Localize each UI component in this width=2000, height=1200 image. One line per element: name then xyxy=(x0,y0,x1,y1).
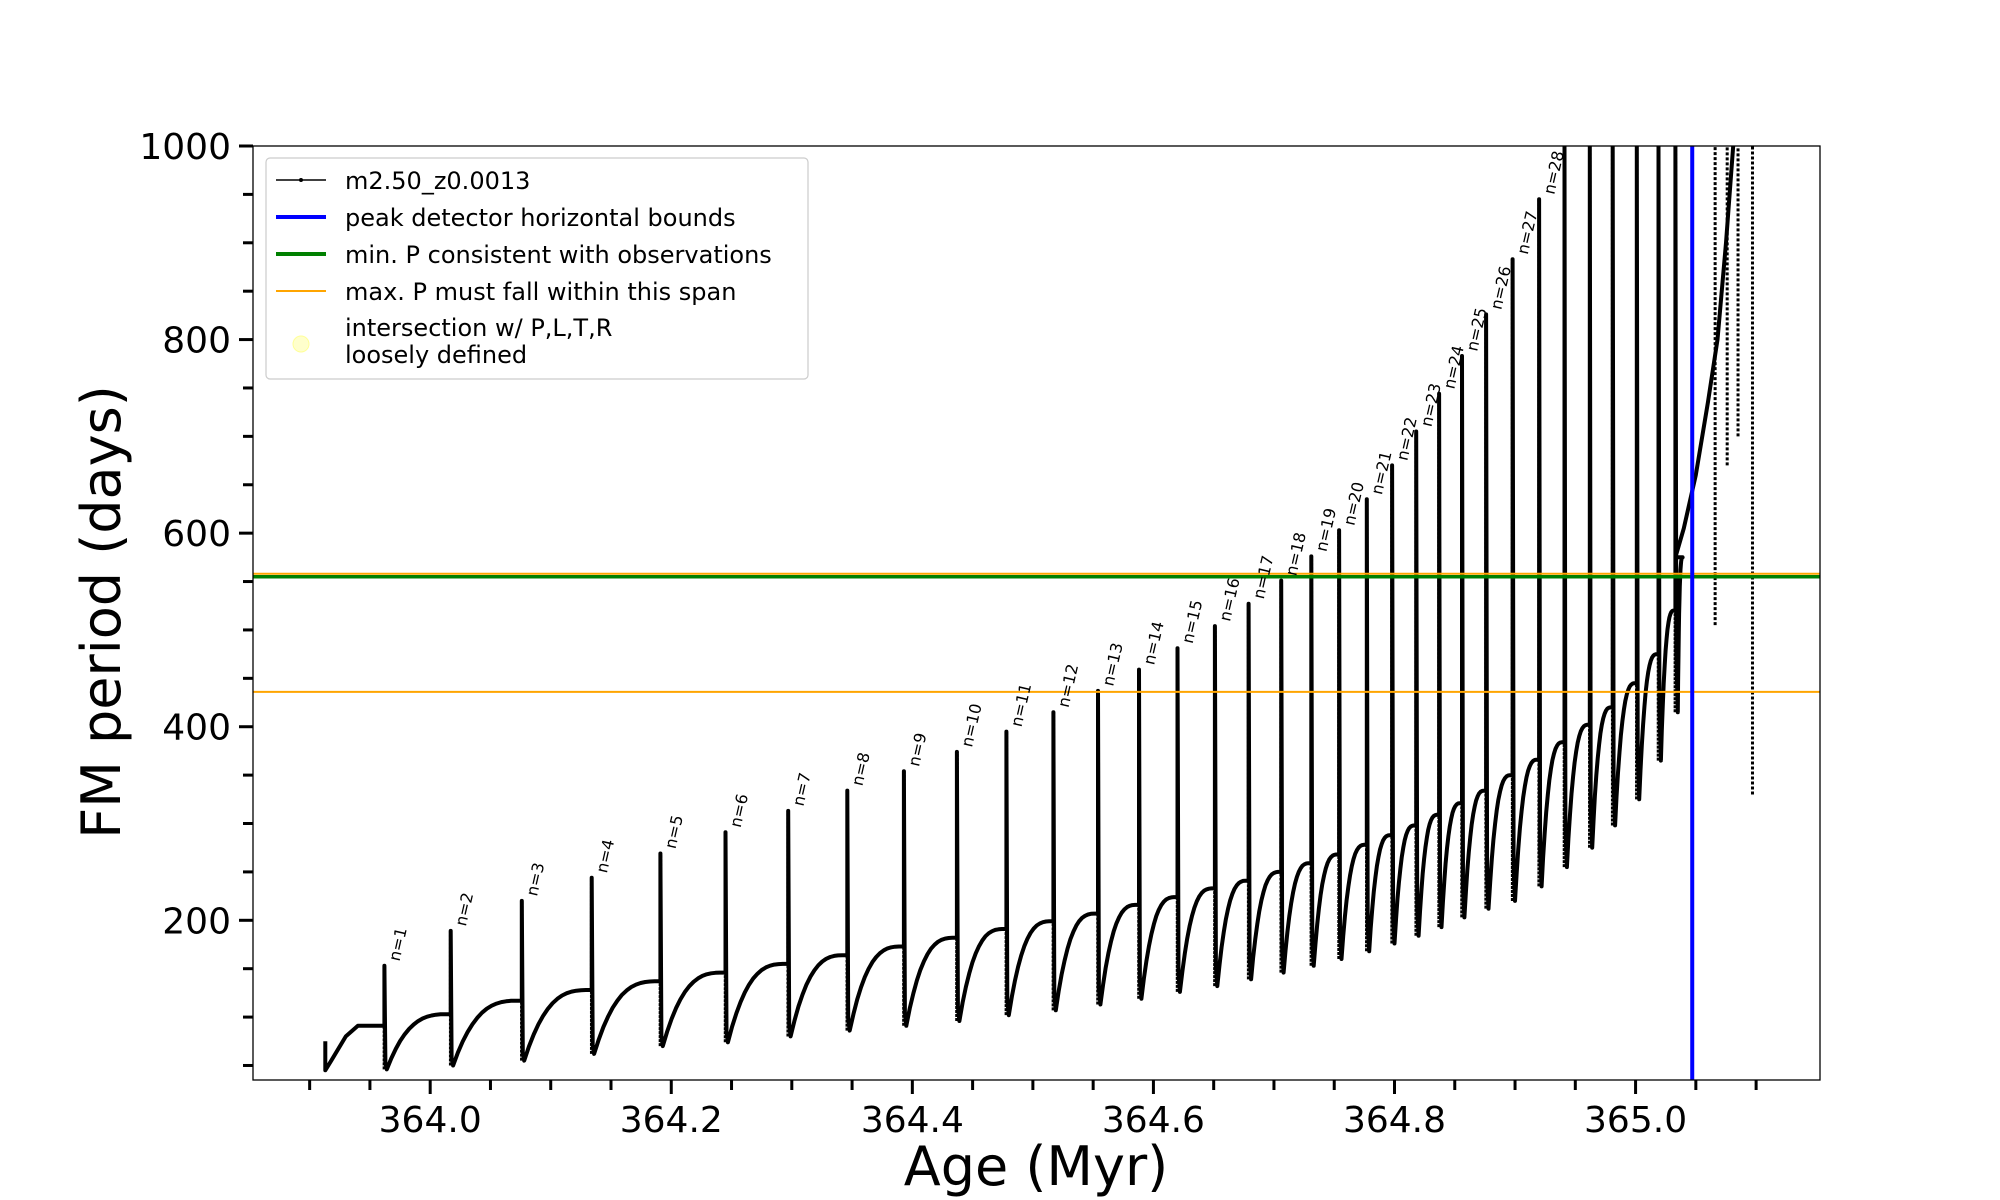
legend-label: max. P must fall within this span xyxy=(345,278,736,306)
legend-marker xyxy=(299,178,303,182)
legend-label: peak detector horizontal bounds xyxy=(345,204,736,232)
legend-swatch xyxy=(292,335,310,353)
y-tick-label: 800 xyxy=(162,321,231,362)
x-tick-label: 364.2 xyxy=(620,1100,723,1141)
reference-lines xyxy=(253,146,1820,1080)
legend-item: max. P must fall within this span xyxy=(276,278,736,306)
data-layer xyxy=(323,146,1754,1073)
legend-item: m2.50_z0.0013 xyxy=(276,167,530,195)
legend-frame xyxy=(265,157,809,380)
y-axis-label: FM period (days) xyxy=(70,385,133,839)
y-tick-label: 400 xyxy=(162,708,231,749)
x-tick-label: 365.0 xyxy=(1584,1100,1687,1141)
x-tick-label: 364.4 xyxy=(861,1100,964,1141)
legend-label: min. P consistent with observations xyxy=(345,241,772,269)
y-axis: 200 400 600 800 1000 xyxy=(139,127,253,1067)
legend-item: min. P consistent with observations xyxy=(276,241,772,269)
x-tick-label: 364.0 xyxy=(379,1100,482,1141)
legend-label: loosely defined xyxy=(345,341,527,369)
x-tick-label: 364.8 xyxy=(1343,1100,1446,1141)
plot-frame xyxy=(252,145,1821,1081)
y-tick-label: 600 xyxy=(162,514,231,555)
x-axis-label: Age (Myr) xyxy=(904,1135,1169,1198)
x-tick-label: 364.6 xyxy=(1102,1100,1205,1141)
x-axis: 364.0 364.2 364.4 364.6 364.8 365.0 xyxy=(308,1080,1758,1141)
y-tick-label: 1000 xyxy=(139,127,231,168)
legend-label: intersection w/ P,L,T,R xyxy=(345,314,612,342)
legend-label: m2.50_z0.0013 xyxy=(345,167,530,195)
y-tick-label: 200 xyxy=(162,901,231,942)
legend-item: peak detector horizontal bounds xyxy=(276,204,736,232)
